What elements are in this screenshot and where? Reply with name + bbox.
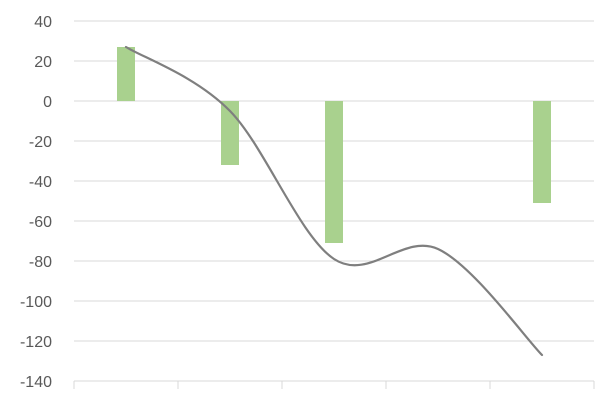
y-tick-label: -140 [20, 374, 52, 389]
series-line [124, 45, 544, 357]
y-tick-label: 40 [34, 14, 52, 31]
bar [533, 101, 551, 203]
y-tick-label: 0 [43, 94, 52, 111]
y-tick-label: -20 [29, 134, 52, 151]
bar-series [117, 47, 551, 243]
y-tick-label: -100 [20, 294, 52, 311]
y-tick-label: -40 [29, 174, 52, 191]
x-axis [73, 380, 595, 389]
y-tick-label: -120 [20, 334, 52, 351]
y-tick-label: 20 [34, 54, 52, 71]
bar [117, 47, 135, 101]
y-axis-tick-labels: 40 20 0 -20 -40 -60 -80 -100 -120 -140 [20, 14, 52, 391]
bar [325, 101, 343, 243]
y-tick-label: -60 [29, 214, 52, 231]
y-tick-label: -80 [29, 254, 52, 271]
line-series [124, 45, 544, 357]
